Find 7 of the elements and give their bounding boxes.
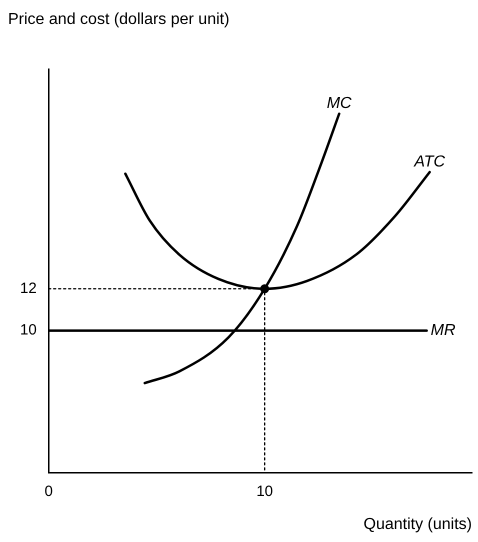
x-axis-title: Quantity (units) xyxy=(364,516,472,533)
y-axis-title: Price and cost (dollars per unit) xyxy=(8,11,230,28)
series-label: ATC xyxy=(413,154,446,171)
series-label: MC xyxy=(326,95,352,112)
series-label: MR xyxy=(430,322,456,340)
x-tick-label: 0 xyxy=(44,482,53,500)
y-tick-label: 12 xyxy=(20,280,37,297)
